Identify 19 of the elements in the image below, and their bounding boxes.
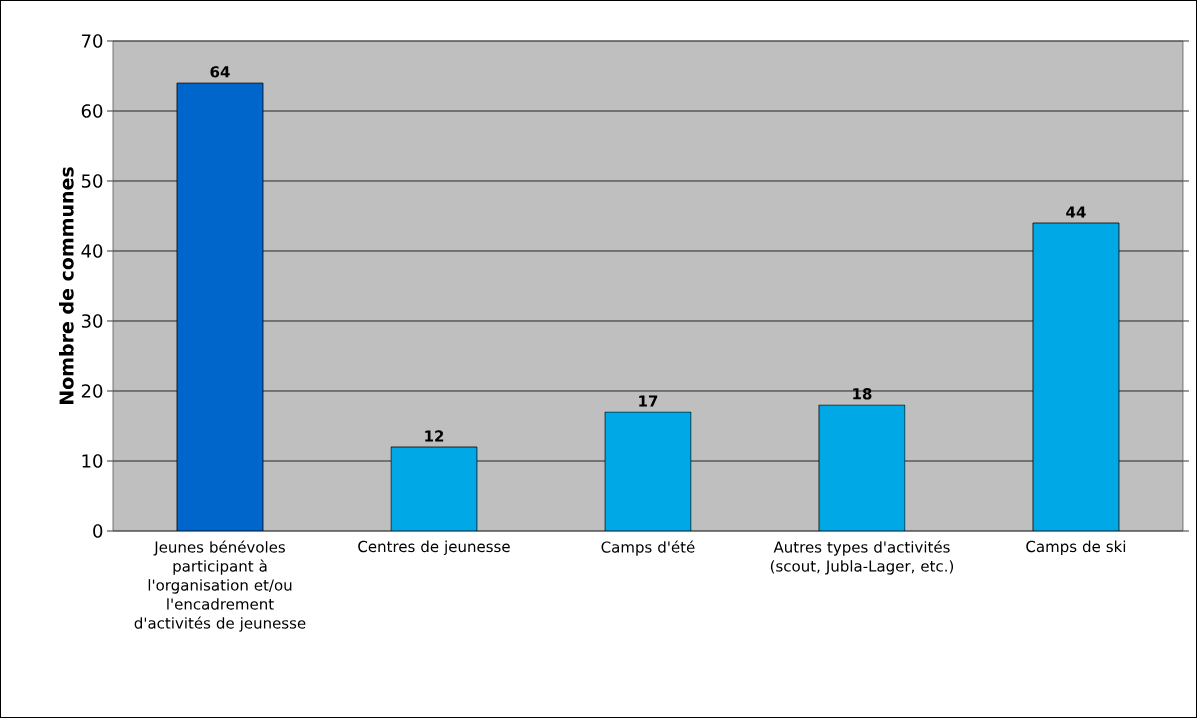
y-tick-label: 50 [81, 174, 103, 188]
y-tick-label: 20 [81, 384, 103, 398]
y-tick-label: 40 [81, 244, 103, 258]
y-tick-label: 10 [82, 454, 103, 468]
y-tick-label: 30 [81, 314, 103, 328]
x-tick-label: Jeunes bénévoles participant à l'organisation et/ou l'encadrement d'activités de jeunesse [134, 540, 306, 632]
y-tick-label: 60 [81, 104, 103, 118]
x-tick-label: Autres types d'activités (scout, Jubla-Lager, etc.) [770, 540, 954, 575]
y-tick-label: 70 [82, 34, 103, 48]
y-tick-label: 0 [93, 524, 103, 538]
x-tick-label: Camps de ski [1026, 540, 1126, 556]
data-label: 44 [1066, 206, 1086, 218]
x-tick-label: Centres de jeunesse [358, 540, 510, 556]
data-label: 12 [425, 430, 444, 442]
data-label: 18 [853, 388, 872, 400]
data-label: 17 [639, 395, 658, 407]
y-axis-title: Nombre de communes [59, 167, 74, 404]
data-label: 64 [210, 66, 230, 78]
x-tick-label: Camps d'été [601, 540, 695, 556]
